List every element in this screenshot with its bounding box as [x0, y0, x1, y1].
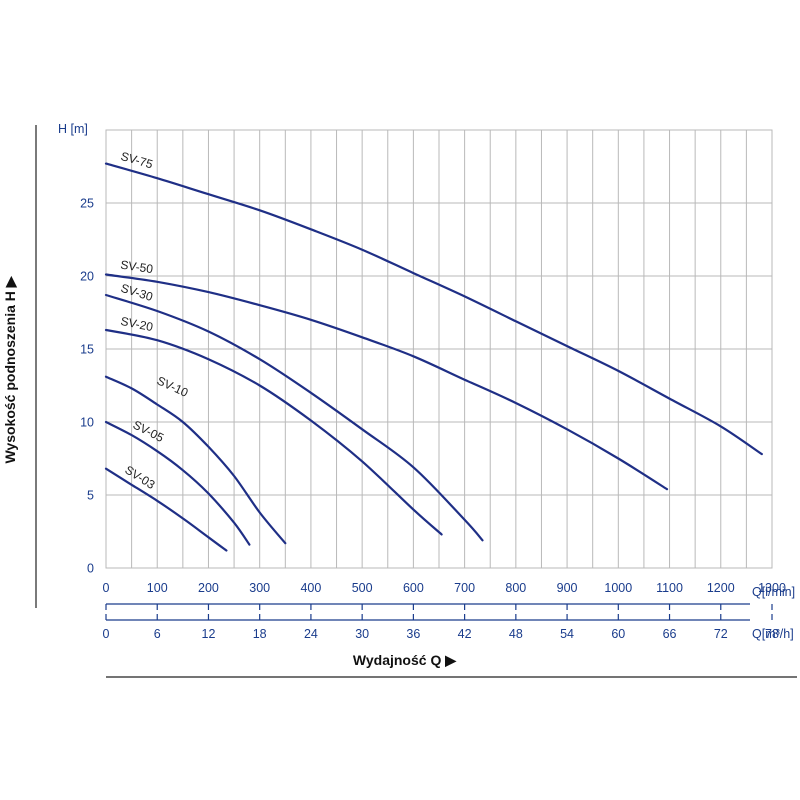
series-label-sv-20: SV-20 — [119, 314, 154, 334]
x-tick-label: 600 — [403, 581, 424, 595]
x-tick-label: 900 — [557, 581, 578, 595]
y-tick-label: 15 — [80, 343, 94, 357]
curve-sv-75 — [104, 162, 763, 456]
y-tick-label: 0 — [87, 562, 94, 576]
curve-sv-50 — [104, 273, 669, 491]
x-tick-label: 1100 — [656, 581, 683, 595]
x-tick-label: 800 — [505, 581, 526, 595]
curve-sv-03 — [104, 467, 228, 552]
x-tick-label: 700 — [454, 581, 475, 595]
x-tick-label: 1300 — [758, 581, 786, 595]
x2-tick-label: 60 — [611, 627, 625, 641]
x-tick-label: 300 — [249, 581, 270, 595]
x2-tick-label: 36 — [406, 627, 420, 641]
x-tick-label: 1200 — [707, 581, 735, 595]
x2-tick-label: 24 — [304, 627, 318, 641]
x-tick-label: 1000 — [604, 581, 632, 595]
x-axis-title: Wydajność Q ▶ — [353, 652, 457, 668]
x-tick-label: 0 — [103, 581, 110, 595]
x2-tick-label: 12 — [202, 627, 216, 641]
curve-sv-10 — [104, 375, 287, 545]
y-tick-label: 5 — [87, 489, 94, 503]
y-axis-title: Wysokość podnoszenia H ▶ — [2, 275, 18, 463]
curve-sv-20 — [104, 328, 443, 536]
x-tick-label: 100 — [147, 581, 168, 595]
axes: 0 5 10 15 20 25 H [m] Wysokość podnoszenia H ▶ 0… — [2, 122, 797, 678]
curves — [104, 162, 763, 552]
series-label-sv-10: SV-10 — [155, 374, 191, 400]
series-label-sv-03: SV-03 — [122, 463, 157, 492]
x-tick-label: 200 — [198, 581, 219, 595]
y-tick-label: 10 — [80, 416, 94, 430]
curve-sv-30 — [104, 293, 484, 542]
x-tick-label: 400 — [300, 581, 321, 595]
x2-tick-label: 0 — [103, 627, 110, 641]
x-unit-primary: Q[l/min] — [752, 585, 795, 599]
x-tick-label: 500 — [352, 581, 373, 595]
x2-tick-label: 18 — [253, 627, 267, 641]
x2-tick-label: 66 — [663, 627, 677, 641]
curve-sv-05 — [104, 420, 251, 546]
x2-tick-label: 42 — [458, 627, 472, 641]
x2-tick-label: 54 — [560, 627, 574, 641]
grid — [105, 129, 773, 569]
x2-tick-label: 78 — [765, 627, 779, 641]
y-unit-label: H [m] — [58, 122, 88, 136]
x2-tick-label: 6 — [154, 627, 161, 641]
series-label-sv-50: SV-50 — [120, 258, 155, 277]
y-tick-label: 20 — [80, 270, 94, 284]
x2-tick-label: 72 — [714, 627, 728, 641]
x2-tick-label: 48 — [509, 627, 523, 641]
x2-tick-label: 30 — [355, 627, 369, 641]
y-tick-label: 25 — [80, 197, 94, 211]
x-unit-secondary: Q[m³/h] — [752, 627, 794, 641]
